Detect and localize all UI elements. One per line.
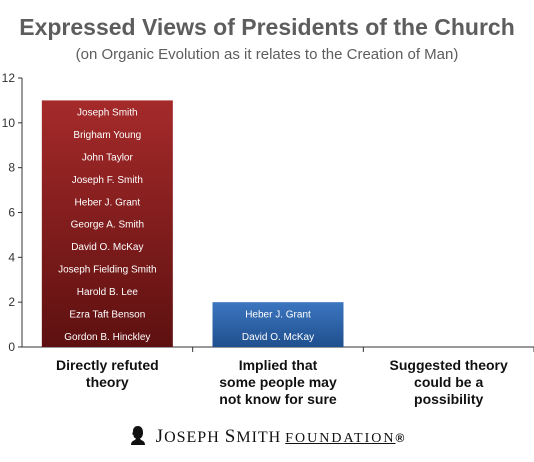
bar-member-label: Heber J. Grant: [75, 197, 141, 208]
y-tick-label: 10: [2, 116, 16, 130]
bar-member-label: Ezra Taft Benson: [69, 309, 145, 320]
chart-subtitle: (on Organic Evolution as it relates to t…: [75, 46, 459, 63]
footer-brand: JOSEPH SMITH FOUNDATION®: [0, 425, 534, 448]
category-label-line: Implied that: [238, 357, 318, 373]
category-label-line: not know for sure: [219, 391, 337, 407]
bar-member-label: David O. McKay: [71, 242, 143, 253]
category-label: Directly refuted theory: [21, 357, 193, 391]
brand-word-1: OSEPH: [164, 429, 220, 446]
bar-member-label: Heber J. Grant: [245, 309, 311, 320]
category-label: Suggested theory could be a possibility: [363, 357, 534, 408]
y-tick-label: 8: [8, 161, 15, 175]
y-tick-label: 6: [8, 206, 15, 220]
bar: [41, 100, 173, 348]
bar-member-label: Joseph Fielding Smith: [58, 265, 156, 276]
category-label-line: possibility: [414, 391, 484, 407]
y-tick-label: 12: [2, 71, 16, 85]
category-label-line: some people may: [219, 374, 337, 390]
category-label-line: Suggested theory: [389, 357, 508, 373]
y-tick-label: 0: [8, 340, 15, 354]
bar-member-label: Joseph Smith: [77, 108, 138, 119]
brand-initial-2: S: [224, 426, 237, 447]
bar-member-label: Gordon B. Hinckley: [64, 332, 150, 343]
brand-word-3: FOUNDATION: [285, 431, 396, 446]
bar-member-label: John Taylor: [82, 152, 134, 163]
bar-member-label: Brigham Young: [73, 130, 141, 141]
brand-initial-1: J: [155, 426, 165, 447]
category-label: Implied that some people may not know for …: [192, 357, 364, 408]
portrait-silhouette-icon: [130, 426, 145, 445]
category-label-line: theory: [85, 374, 129, 390]
y-tick-label: 2: [8, 295, 15, 309]
category-label-line: could be a: [414, 374, 484, 390]
chart-title: Expressed Views of Presidents of the Chu…: [19, 14, 515, 40]
bar-member-label: George A. Smith: [71, 220, 144, 231]
bar-member-label: Joseph F. Smith: [72, 175, 143, 186]
brand-word-2: MITH: [236, 429, 282, 446]
bar-member-label: David O. McKay: [242, 332, 314, 343]
bars: Joseph Smith Brigham Young John Taylor Jose…: [41, 100, 344, 348]
y-tick-label: 4: [8, 250, 15, 264]
bar: [212, 302, 344, 347]
registered-mark: ®: [395, 431, 405, 445]
bar-member-label: Harold B. Lee: [77, 287, 139, 298]
category-label-line: Directly refuted: [55, 357, 159, 373]
